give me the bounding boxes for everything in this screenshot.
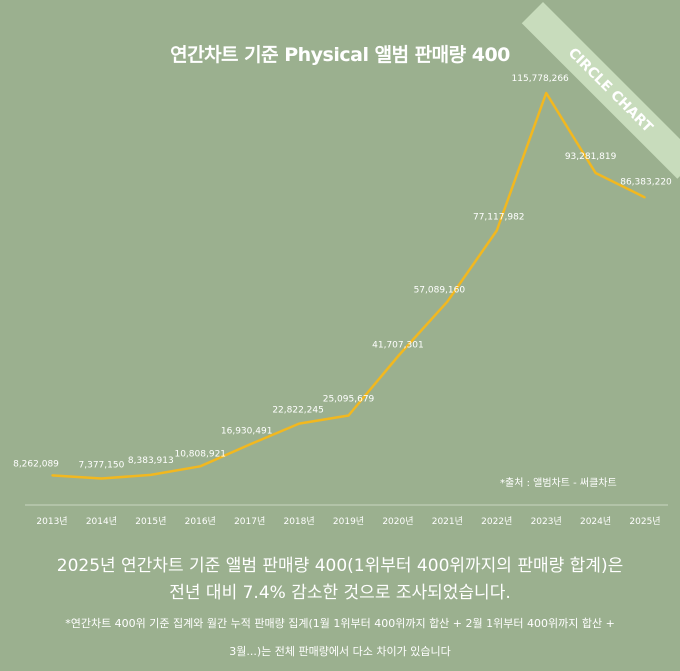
x-tick-label: 2024년: [580, 516, 611, 527]
summary-line-2: 전년 대비 7.4% 감소한 것으로 조사되었습니다.: [169, 583, 511, 603]
data-point: [644, 196, 646, 199]
data-label: 25,095,679: [323, 394, 375, 404]
data-point: [248, 443, 251, 446]
data-point: [298, 422, 300, 425]
data-label: 7,377,150: [79, 461, 125, 471]
x-tick-label: 2022년: [481, 516, 512, 527]
series-group: [51, 91, 646, 480]
data-point: [545, 92, 547, 94]
series-line: [51, 91, 646, 480]
x-tick-label: 2021년: [432, 516, 463, 527]
data-label: 22,822,245: [272, 406, 324, 416]
x-tick-label: 2018년: [283, 516, 314, 527]
data-point: [150, 474, 152, 476]
data-point: [347, 414, 350, 417]
data-point: [51, 474, 53, 477]
data-label: 10,808,921: [174, 449, 226, 459]
source-note: *출처 : 앨범차트 - 써클차트: [500, 478, 617, 489]
summary-text: 2025년 연간차트 기준 앨범 판매량 400(1위부터 400위까지의 판매…: [0, 553, 680, 607]
chart-title: 연간차트 기준 Physical 앨범 판매량 400: [170, 44, 510, 66]
x-tick-label: 2023년: [531, 516, 562, 527]
data-label: 115,778,266: [512, 74, 570, 84]
x-tick-label: 2013년: [36, 516, 67, 527]
footnote-text: *연간차트 400위 기준 집계와 월간 누적 판매량 집계(1월 1위부터 4…: [0, 610, 680, 666]
data-label: 8,262,089: [13, 459, 59, 469]
data-label: 86,383,220: [620, 178, 672, 188]
data-label: 57,089,160: [414, 286, 466, 296]
x-tick-label: 2019년: [333, 516, 364, 527]
footnote-line-2: 3월...)는 전체 판매량에서 다소 차이가 있습니다: [229, 645, 451, 658]
x-tick-labels: 2013년 2014년 2015년 2016년 2017년 2018년 2019년 2020년…: [36, 516, 660, 527]
x-tick-label: 2025년: [629, 516, 660, 527]
data-point: [397, 355, 399, 358]
data-point: [495, 229, 498, 232]
x-tick-label: 2017년: [234, 516, 265, 527]
x-tick-label: 2016년: [185, 516, 216, 527]
data-label: 77,117,982: [473, 212, 525, 222]
data-label: 16,930,491: [221, 427, 273, 437]
summary-line-1: 2025년 연간차트 기준 앨범 판매량 400(1위부터 400위까지의 판매…: [56, 556, 624, 576]
data-point: [100, 477, 103, 480]
data-point: [199, 465, 202, 468]
x-tick-label: 2015년: [135, 516, 166, 527]
x-tick-label: 2014년: [86, 516, 117, 527]
footnote-line-1: *연간차트 400위 기준 집계와 월간 누적 판매량 집계(1월 1위부터 4…: [65, 617, 615, 630]
data-label: 8,383,913: [128, 456, 174, 466]
data-point: [594, 172, 597, 174]
data-label: 93,281,819: [565, 152, 617, 162]
x-tick-label: 2020년: [382, 516, 413, 527]
data-point: [446, 300, 449, 303]
data-label: 41,707,301: [372, 340, 424, 350]
